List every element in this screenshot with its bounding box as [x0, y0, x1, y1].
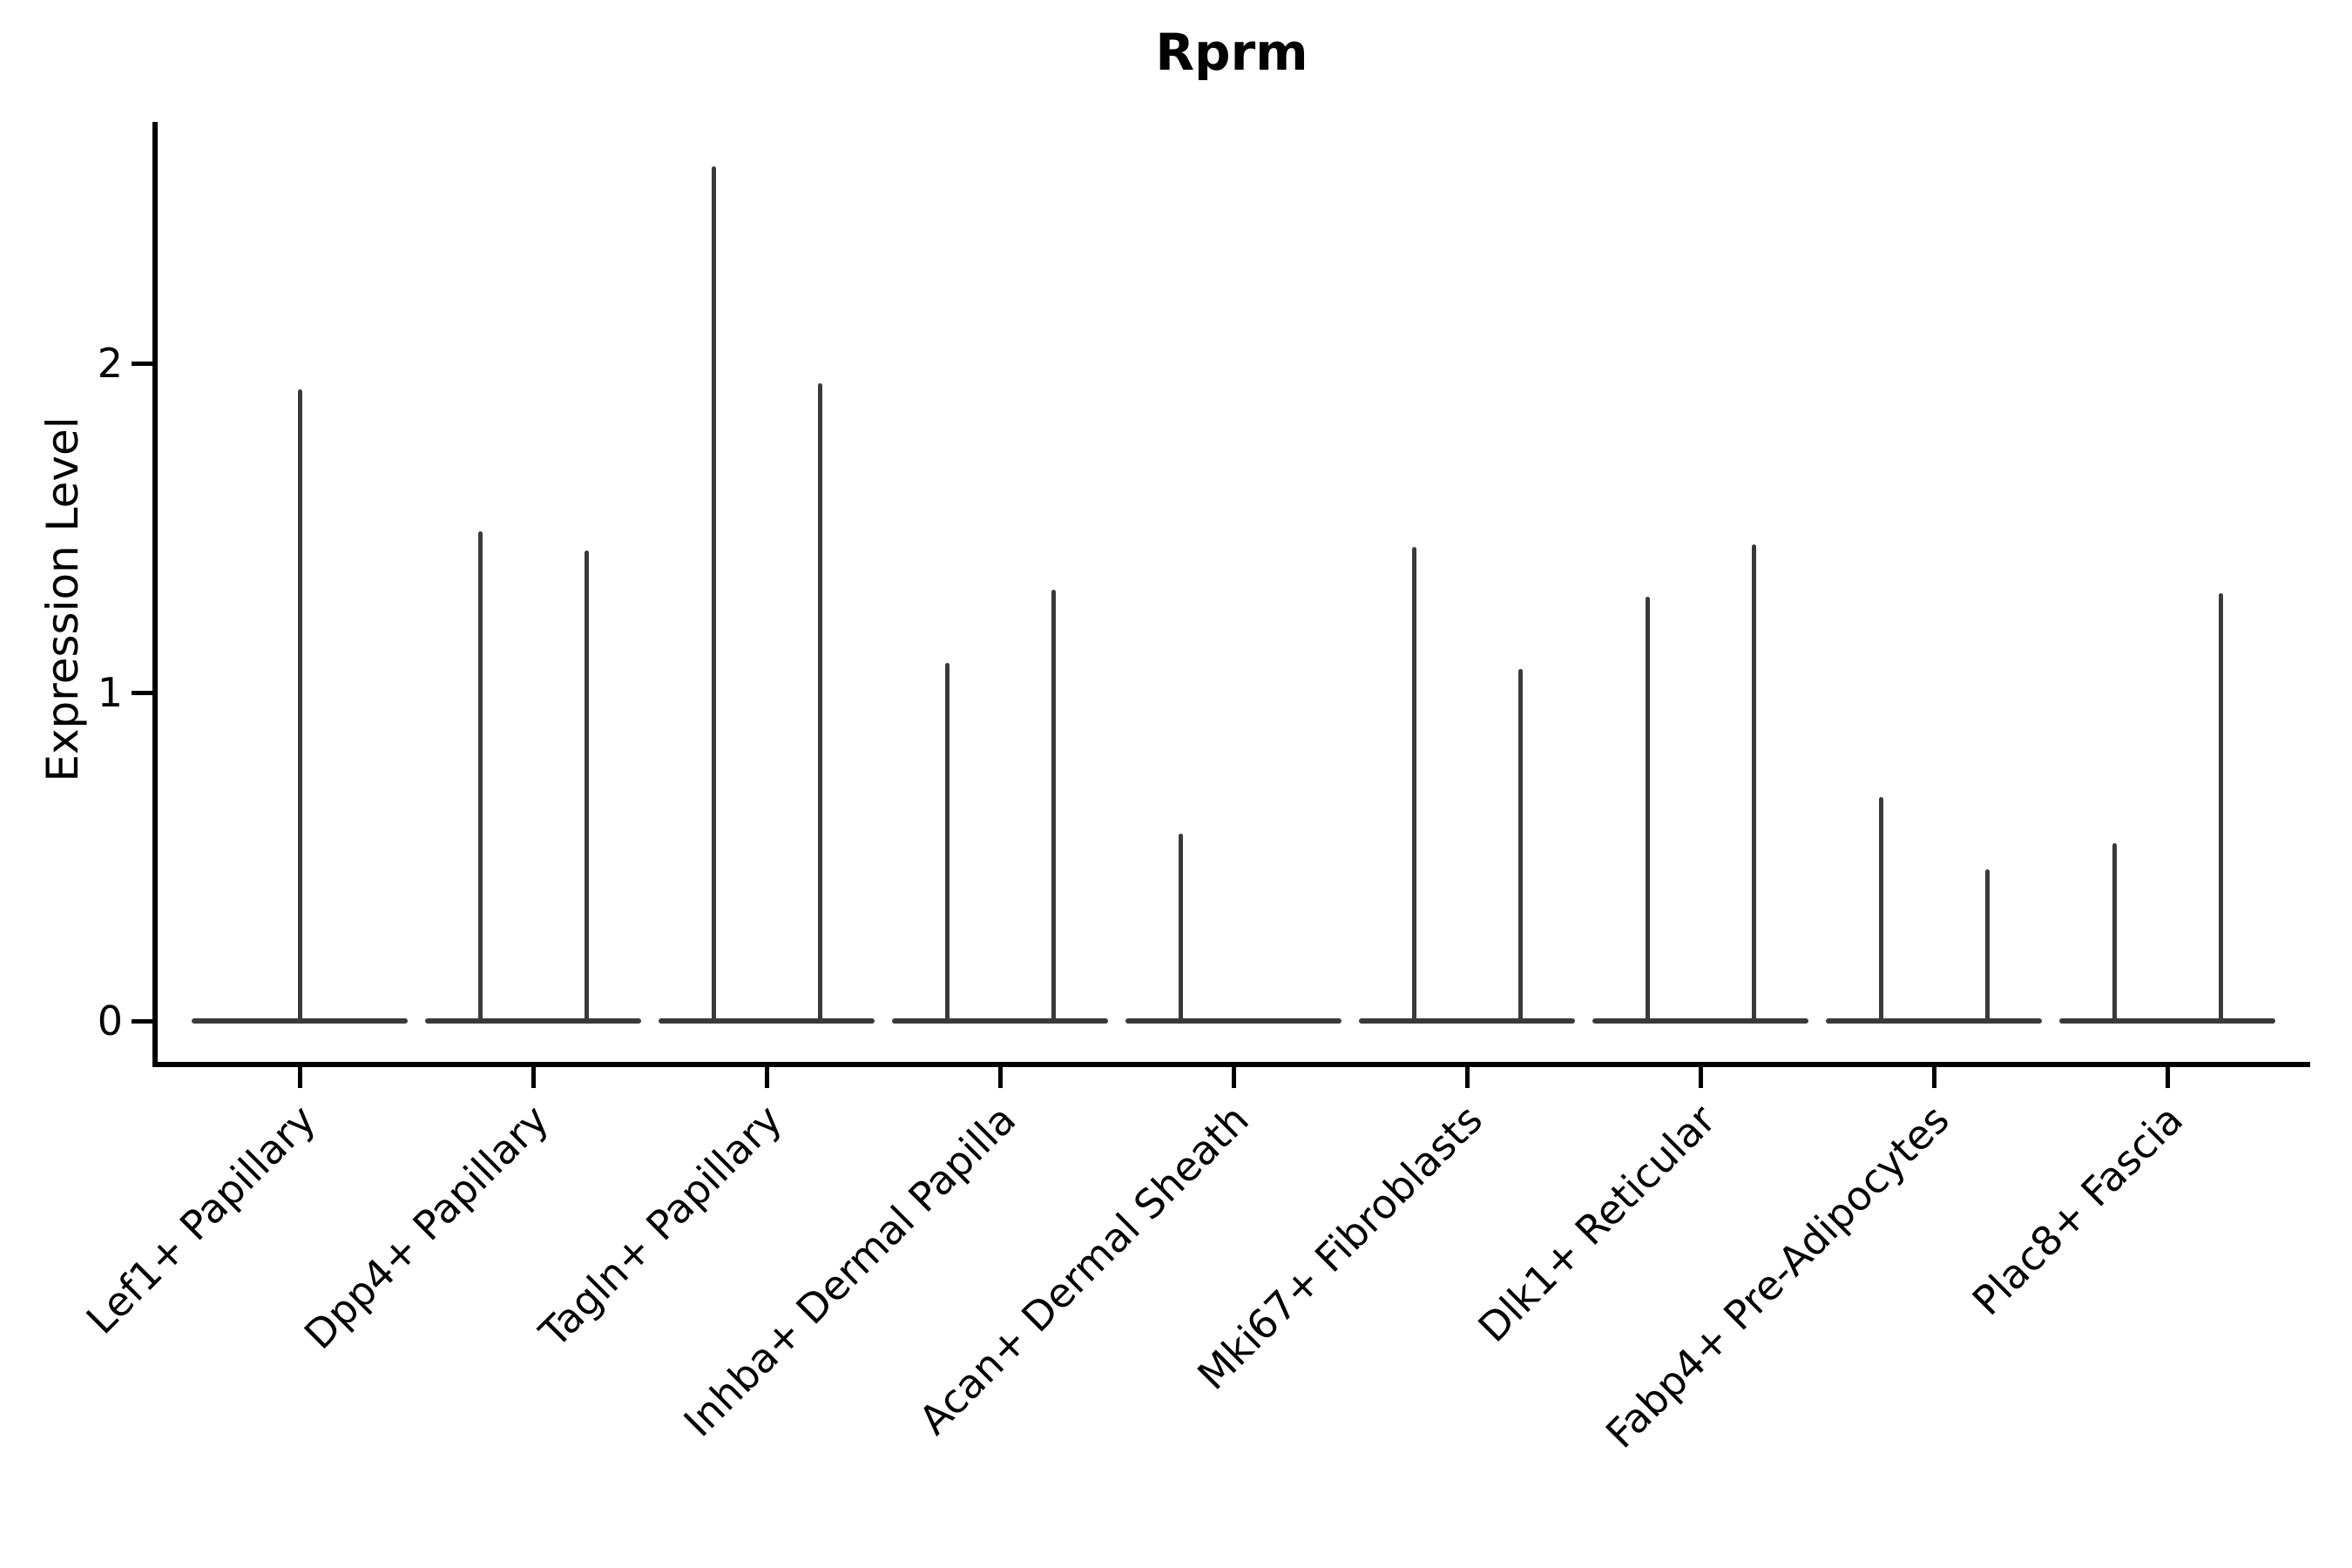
y-tick-mark	[132, 1019, 152, 1024]
violin-baseline	[892, 1018, 1108, 1024]
violin-spike	[2112, 843, 2117, 1023]
x-tick-mark	[1232, 1067, 1236, 1088]
violin-baseline	[659, 1018, 875, 1024]
violin-spike	[1178, 833, 1183, 1023]
x-tick-mark	[1465, 1067, 1470, 1088]
y-tick-label: 0	[97, 997, 123, 1044]
violin-spike	[297, 389, 302, 1023]
violin-spike	[584, 551, 589, 1023]
violin-baseline	[1125, 1018, 1342, 1024]
x-tick-label: Tagln+ Papillary	[531, 1095, 792, 1356]
y-axis-label: Expression Level	[37, 416, 88, 782]
y-tick-label: 2	[97, 340, 123, 387]
violin-spike	[477, 531, 483, 1023]
x-tick-label: Dlk1+ Reticular	[1469, 1095, 1726, 1352]
violin-spike	[2218, 593, 2223, 1023]
violin-baseline	[2059, 1018, 2275, 1024]
x-tick-label: Plac8+ Fascia	[1963, 1095, 2193, 1325]
violin-spike	[1878, 797, 1883, 1023]
y-tick-mark	[132, 362, 152, 366]
violin-spike	[711, 166, 716, 1023]
violin-spike	[1411, 547, 1416, 1023]
violin-baseline	[1592, 1018, 1808, 1024]
violin-baseline	[1826, 1018, 2042, 1024]
x-tick-label: Dpp4+ Papillary	[294, 1095, 558, 1359]
x-axis-line	[152, 1062, 2310, 1067]
x-tick-mark	[531, 1067, 536, 1088]
x-tick-mark	[2166, 1067, 2170, 1088]
y-tick-mark	[132, 690, 152, 695]
violin-baseline	[425, 1018, 641, 1024]
x-tick-mark	[998, 1067, 1003, 1088]
violin-spike	[1517, 669, 1523, 1023]
x-tick-label: Lef1+ Papillary	[77, 1095, 325, 1343]
violin-spike	[1051, 590, 1056, 1023]
x-tick-mark	[765, 1067, 769, 1088]
chart-title: Rprm	[1155, 23, 1308, 82]
violin-spike	[817, 382, 822, 1023]
y-axis-line	[152, 122, 158, 1067]
violin-spike	[944, 662, 950, 1023]
violin-baseline	[1359, 1018, 1575, 1024]
violin-spike	[1751, 544, 1756, 1023]
y-tick-label: 1	[97, 668, 123, 716]
violin-spike	[1984, 869, 1990, 1023]
x-tick-mark	[1699, 1067, 1703, 1088]
violin-spike	[1645, 597, 1650, 1023]
x-tick-mark	[298, 1067, 302, 1088]
x-tick-mark	[1932, 1067, 1936, 1088]
